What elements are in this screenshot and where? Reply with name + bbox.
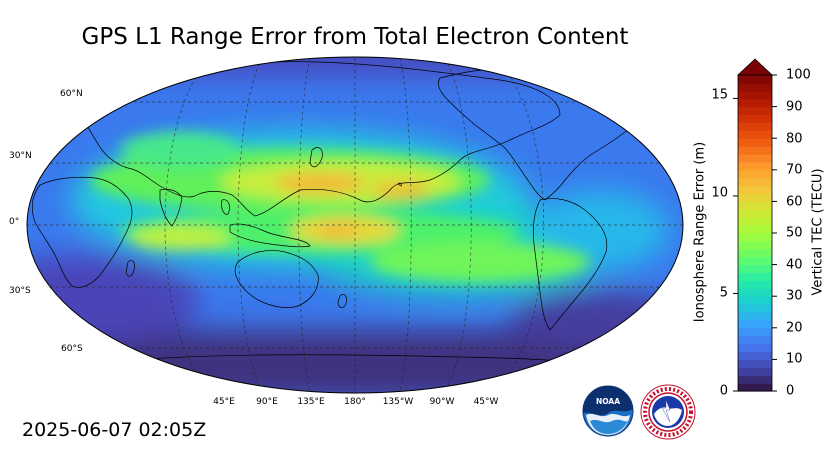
lon-label-45e: 45°E [213,397,235,407]
range-tick-10: 10 [711,185,728,201]
range-tick-5: 5 [719,285,728,301]
colorbar-segment [738,90,772,100]
colorbar-segment [738,154,772,163]
tec-tick-90: 90 [786,99,803,115]
lat-label-30n: 30°N [9,151,32,161]
noaa-logo-text: NOAA [596,397,620,406]
range-error-axis-title: Ionosphere Range Error (m) [692,141,708,323]
lon-label-180: 180° [344,397,366,407]
colorbar-segment [738,161,772,171]
colorbar-extend-arrow [736,58,774,76]
colorbar-segment [738,75,772,84]
colorbar-segment [738,130,772,139]
tec-tick-60: 60 [786,194,803,210]
lat-label-60n: 60°N [60,89,83,99]
colorbar-segment [738,106,772,116]
colorbar-segment [738,177,772,187]
colorbar-segment [738,304,772,313]
tec-tick-40: 40 [786,257,803,273]
colorbar-segment [738,272,772,281]
colorbar-segment [738,343,772,353]
colorbar-segment [738,138,772,147]
noaa-logo: NOAA [582,385,634,437]
colorbar-segment [738,185,772,195]
colorbar-segment [738,256,772,266]
range-tick-0: 0 [719,383,728,399]
colorbar-segment [738,375,772,384]
tec-tick-70: 70 [786,162,803,178]
colorbar-segment [738,233,772,242]
tec-tick-100: 100 [786,67,811,83]
tec-tick-50: 50 [786,225,803,241]
colorbar-segment [738,240,772,250]
colorbar-segment [738,201,772,210]
colorbar-segment [738,217,772,226]
colorbar [733,58,777,392]
colorbar-segment [738,146,772,155]
colorbar-segment [738,280,772,289]
colorbar-segment [738,296,772,305]
colorbar-segment [738,335,772,345]
colorbar-segment [738,82,772,92]
vertical-tec-axis-title: Vertical TEC (TECU) [810,168,826,296]
tec-field [27,57,683,393]
colorbar-segment [738,264,772,274]
colorbar-segment [738,225,772,234]
colorbar-segment [738,193,772,202]
colorbar-segment [738,383,772,392]
colorbar-segment [738,359,772,368]
colorbar-segment [738,122,772,131]
tec-tick-80: 80 [786,131,803,147]
lon-label-135e: 135°E [297,397,325,407]
lon-label-90w: 90°W [429,397,455,407]
colorbar-segment [738,288,772,297]
globe-outline [26,56,684,394]
colorbar-segment [738,312,772,321]
colorbar-segment [738,169,772,179]
tec-tick-0: 0 [786,383,795,399]
lon-label-90e: 90°E [256,397,278,407]
nws-logo [640,384,696,440]
colorbar-segment [738,98,772,108]
tec-tick-20: 20 [786,320,803,336]
timestamp: 2025-06-07 02:05Z [22,419,207,441]
colorbar-segment [738,367,772,376]
colorbar-segment [738,209,772,218]
colorbar-segment [738,114,772,123]
lon-label-45w: 45°W [473,397,499,407]
range-tick-15: 15 [711,87,728,103]
tec-tick-10: 10 [786,351,803,367]
colorbar-segment [738,319,772,329]
lon-label-135w: 135°W [382,397,414,407]
lat-label-60s: 60°S [61,344,83,354]
tec-tick-30: 30 [786,288,803,304]
chart-title: GPS L1 Range Error from Total Electron C… [81,24,629,50]
lat-label-30s: 30°S [9,286,31,296]
lat-label-0: 0° [9,217,20,227]
colorbar-segment [738,248,772,258]
colorbar-segment [738,351,772,360]
colorbar-segment [738,327,772,337]
